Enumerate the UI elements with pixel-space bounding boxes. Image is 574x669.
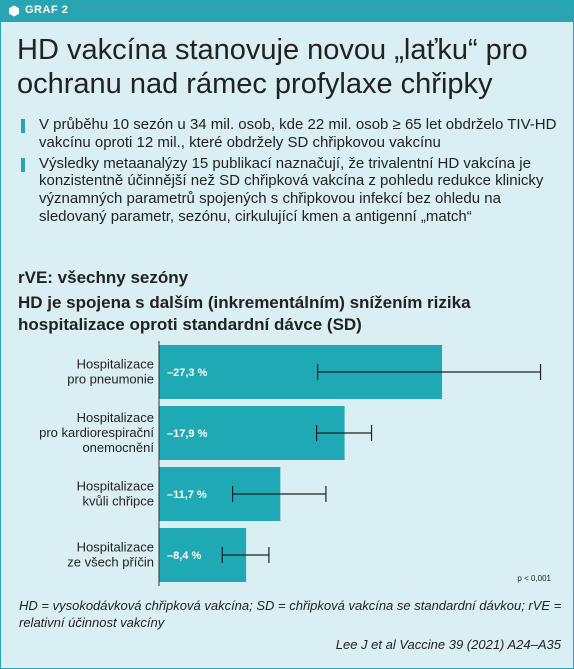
list-item: Výsledky metaanalýzy 15 publikací naznač… — [19, 155, 559, 226]
footnote: HD = vysokodávková chřipková vakcína; SD… — [19, 598, 562, 630]
bar-value-label: –11,7 % — [167, 489, 207, 501]
category-label-line: Hospitalizace — [77, 540, 154, 555]
category-label: Hospitalizace kvůli chřipce — [77, 479, 154, 509]
header-tag: GRAF 2 — [1, 1, 573, 22]
category-label: Hospitalizace pro kardiorespirační onemocn… — [39, 410, 154, 455]
list-item: V průběhu 10 sezón u 34 mil. osob, kde 2… — [19, 116, 559, 152]
category-label-line: kvůli chřipce — [82, 494, 154, 509]
bar-chart: –27,3 %Hospitalizace pro pneumonie–17,9 %… — [39, 341, 552, 586]
category-label-line: pro kardiorespirační — [39, 425, 154, 440]
tag-label: GRAF 2 — [25, 4, 69, 16]
bullet-marker — [21, 157, 25, 172]
p-value-note: p < 0,001 — [517, 574, 551, 583]
bar-value-label: –27,3 % — [167, 367, 208, 379]
bullet-text: Výsledky metaanalýzy 15 publikací naznač… — [39, 154, 544, 225]
bar-value-label: –8,4 % — [167, 550, 201, 562]
bullet-marker — [21, 119, 25, 133]
bar-value-label: –17,9 % — [167, 428, 208, 440]
bullet-text: V průběhu 10 sezón u 34 mil. osob, kde 2… — [39, 116, 557, 151]
category-label-line: Hospitalizace — [77, 410, 154, 425]
citation: Lee J et al Vaccine 39 (2021) A24–A35 — [335, 637, 561, 652]
category-label-line: onemocnění — [82, 440, 154, 455]
category-label-line: ze všech příčin — [67, 555, 154, 570]
hexagon-icon — [9, 5, 19, 17]
category-label: Hospitalizace pro pneumonie — [67, 357, 154, 387]
chart-heading: HD je spojena s dalším (inkrementálním) … — [18, 293, 471, 334]
category-label-line: pro pneumonie — [67, 372, 154, 387]
bullet-list: V průběhu 10 sezón u 34 mil. osob, kde 2… — [19, 116, 559, 229]
chart-subtitle: rVE: všechny sezóny — [18, 268, 189, 287]
category-label-line: Hospitalizace — [77, 357, 154, 372]
category-label-line: Hospitalizace — [77, 479, 154, 494]
bar — [159, 406, 345, 460]
page-title: HD vakcína stanovuje novou „laťku“ pro o… — [17, 34, 528, 100]
category-label: Hospitalizace ze všech příčin — [67, 540, 154, 570]
